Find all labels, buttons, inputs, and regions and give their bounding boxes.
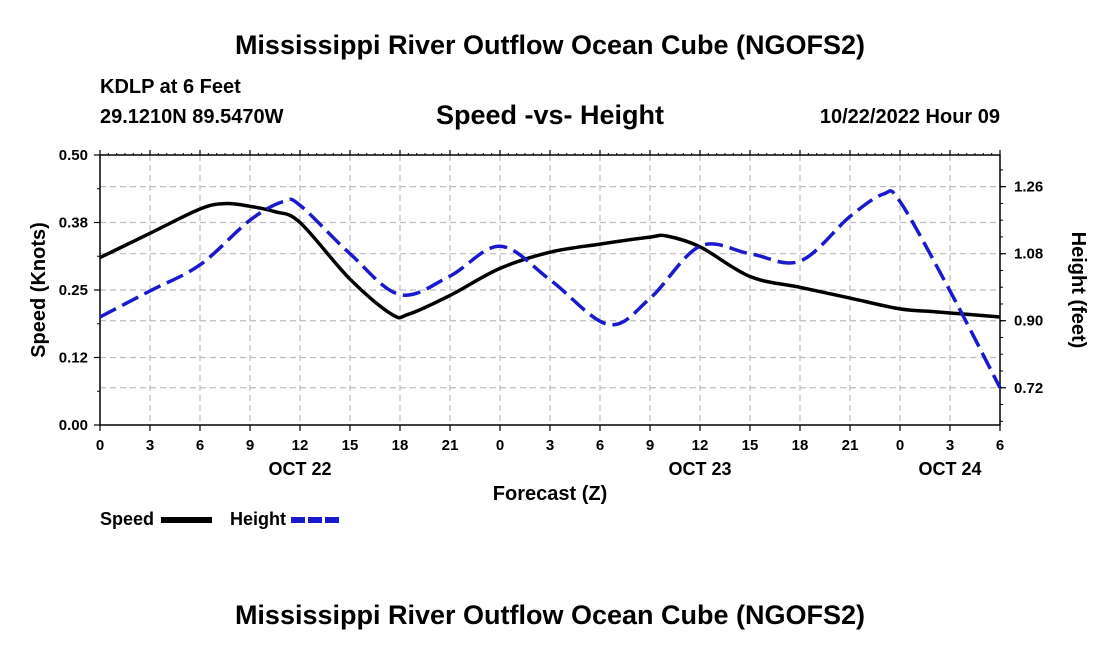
station-coordinates: 29.1210N 89.5470W: [100, 106, 284, 128]
chart-title: Mississippi River Outflow Ocean Cube (NG…: [234, 30, 866, 60]
station-label: KDLP at 6 Feet: [100, 76, 241, 98]
legend-height-label: Height: [230, 509, 286, 529]
x-tick-label: 18: [392, 437, 409, 454]
x-date-label: OCT 23: [668, 459, 731, 479]
x-tick-label: 9: [646, 437, 654, 454]
x-date-label: OCT 24: [918, 459, 981, 479]
y2-axis-label: Height (feet): [1067, 232, 1089, 349]
x-tick-label: 21: [842, 437, 859, 454]
y2-tick-label: 0.90: [1014, 313, 1043, 330]
x-tick-label: 0: [896, 437, 904, 454]
footer-title: Mississippi River Outflow Ocean Cube (NG…: [234, 600, 866, 630]
legend: Speed Height: [100, 509, 342, 529]
x-tick-label: 12: [292, 437, 309, 454]
x-tick-label: 0: [496, 437, 504, 454]
y-tick-label: 0.12: [59, 350, 88, 367]
grid-layer: [100, 155, 1000, 425]
x-tick-label: 9: [246, 437, 254, 454]
x-tick-label: 18: [792, 437, 809, 454]
y2-tick-label: 1.26: [1014, 179, 1043, 196]
y2-tick-label: 1.08: [1014, 246, 1043, 263]
x-axis-label: Forecast (Z): [493, 483, 607, 505]
x-tick-label: 15: [742, 437, 759, 454]
x-tick-label: 3: [146, 437, 154, 454]
height-series-line: [99, 189, 1002, 389]
x-tick-label: 6: [996, 437, 1004, 454]
x-tick-label: 3: [946, 437, 954, 454]
x-tick-label: 6: [196, 437, 204, 454]
x-tick-label: 3: [546, 437, 554, 454]
y-tick-label: 0.50: [59, 147, 88, 164]
x-date-label: OCT 22: [268, 459, 331, 479]
axis-ticks: 0 3 6 9 12 15 18 21 0 3 6 9 12 15 18 21 0 3 6 OCT 22 OCT 23 O…: [59, 147, 1043, 479]
y2-tick-label: 0.72: [1014, 380, 1043, 397]
x-tick-label: 15: [342, 437, 359, 454]
speed-series-line: [99, 201, 1001, 320]
forecast-datetime: 10/22/2022 Hour 09: [819, 106, 1000, 128]
series-layer: [99, 189, 1002, 389]
y-tick-label: 0.25: [59, 282, 88, 299]
y-tick-label: 0.00: [59, 417, 88, 434]
x-tick-label: 12: [692, 437, 709, 454]
y-axis-label: Speed (Knots): [28, 222, 50, 358]
x-tick-label: 6: [596, 437, 604, 454]
x-tick-label: 21: [442, 437, 459, 454]
y-tick-label: 0.38: [59, 215, 88, 232]
chart-subtitle: Speed -vs- Height: [435, 100, 665, 130]
x-tick-label: 0: [96, 437, 104, 454]
legend-speed-label: Speed: [100, 509, 154, 529]
